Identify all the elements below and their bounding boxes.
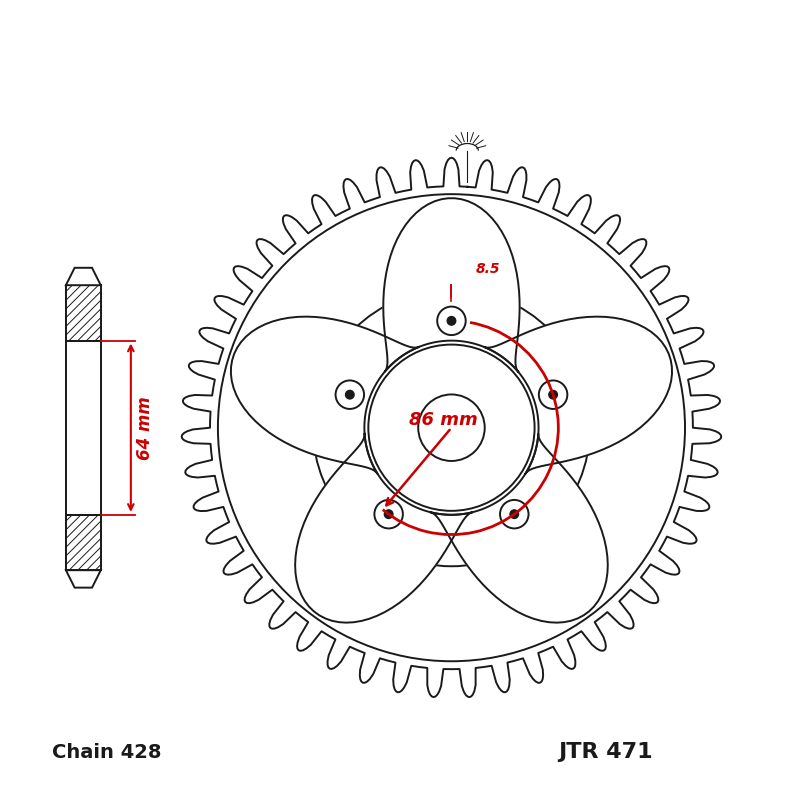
Polygon shape (66, 268, 101, 286)
Polygon shape (430, 434, 608, 622)
Bar (66, 514, 101, 570)
Circle shape (346, 390, 354, 399)
Circle shape (510, 510, 518, 518)
Text: 8.5: 8.5 (475, 262, 500, 276)
Circle shape (447, 317, 456, 325)
Circle shape (384, 510, 393, 518)
Polygon shape (295, 434, 473, 622)
Polygon shape (383, 198, 520, 372)
Polygon shape (484, 317, 672, 474)
Text: 64 mm: 64 mm (136, 396, 154, 459)
Circle shape (549, 390, 558, 399)
Bar (66, 514, 101, 570)
Bar (66, 341, 101, 514)
Polygon shape (66, 570, 101, 588)
Bar (66, 286, 101, 570)
Bar (66, 286, 101, 341)
Polygon shape (231, 317, 419, 474)
Text: JTR 471: JTR 471 (558, 742, 653, 762)
Text: Chain 428: Chain 428 (52, 742, 162, 762)
Text: 86 mm: 86 mm (409, 410, 478, 429)
Bar (66, 286, 101, 341)
